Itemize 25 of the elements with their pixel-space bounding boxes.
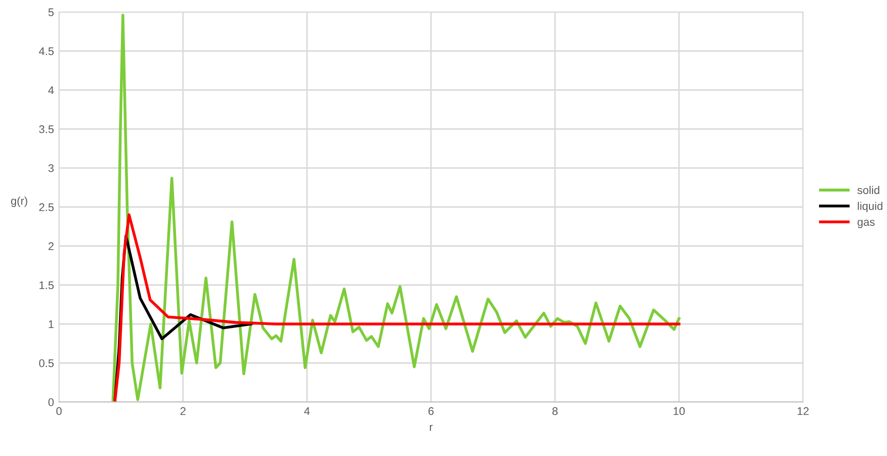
y-tick-label: 4 xyxy=(48,86,54,94)
x-tick-label: 8 xyxy=(552,407,558,416)
legend-label: gas xyxy=(858,220,875,228)
y-tick-label: 5 xyxy=(48,8,54,16)
x-tick-label: 10 xyxy=(674,407,685,416)
y-tick-label: 3.5 xyxy=(39,125,54,134)
y-tick-label: 2 xyxy=(48,242,54,250)
x-axis-title: r xyxy=(430,424,433,431)
x-tick-label: 2 xyxy=(180,407,186,415)
y-tick-label: 0.5 xyxy=(39,359,54,368)
y-tick-label: 2.5 xyxy=(39,203,54,212)
line-series xyxy=(113,213,680,402)
y-tick-label: 4.5 xyxy=(38,47,54,56)
y-tick-label: 1 xyxy=(48,320,54,328)
y-tick-label: 3 xyxy=(48,164,54,172)
legend-label: liquid xyxy=(858,202,882,212)
x-tick-label: 0 xyxy=(56,407,62,416)
x-tick-label: 4 xyxy=(304,407,310,415)
legend-label: solid xyxy=(857,186,880,194)
x-tick-label: 12 xyxy=(798,407,809,415)
y-tick-label: 0 xyxy=(48,398,54,406)
line-series xyxy=(112,14,680,402)
x-tick-label: 6 xyxy=(428,407,434,416)
y-tick-label: 1.5 xyxy=(40,281,54,290)
y-axis-title: g(r) xyxy=(11,196,28,207)
